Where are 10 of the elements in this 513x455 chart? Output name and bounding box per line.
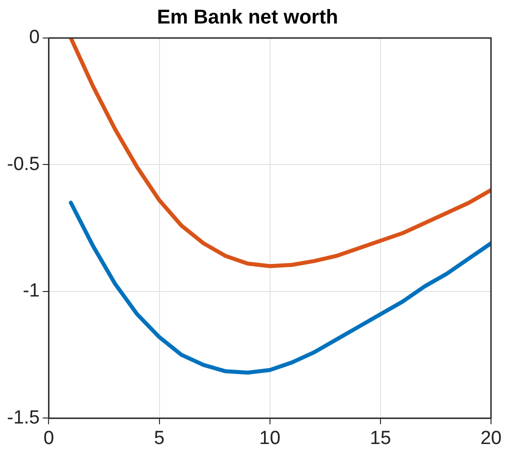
chart-title: Em Bank net worth (156, 6, 338, 29)
y-tick-label: 0 (29, 27, 40, 48)
y-tick-label: -1 (22, 280, 40, 302)
x-tick-label: 15 (370, 428, 392, 449)
x-tick-label: 20 (480, 428, 502, 449)
y-tick-label: -0.5 (6, 154, 40, 175)
x-tick-label: 10 (259, 428, 280, 449)
x-tick-label: 5 (154, 428, 165, 449)
x-tick-label: 0 (43, 428, 54, 449)
y-tick-label: -1.5 (6, 407, 40, 428)
